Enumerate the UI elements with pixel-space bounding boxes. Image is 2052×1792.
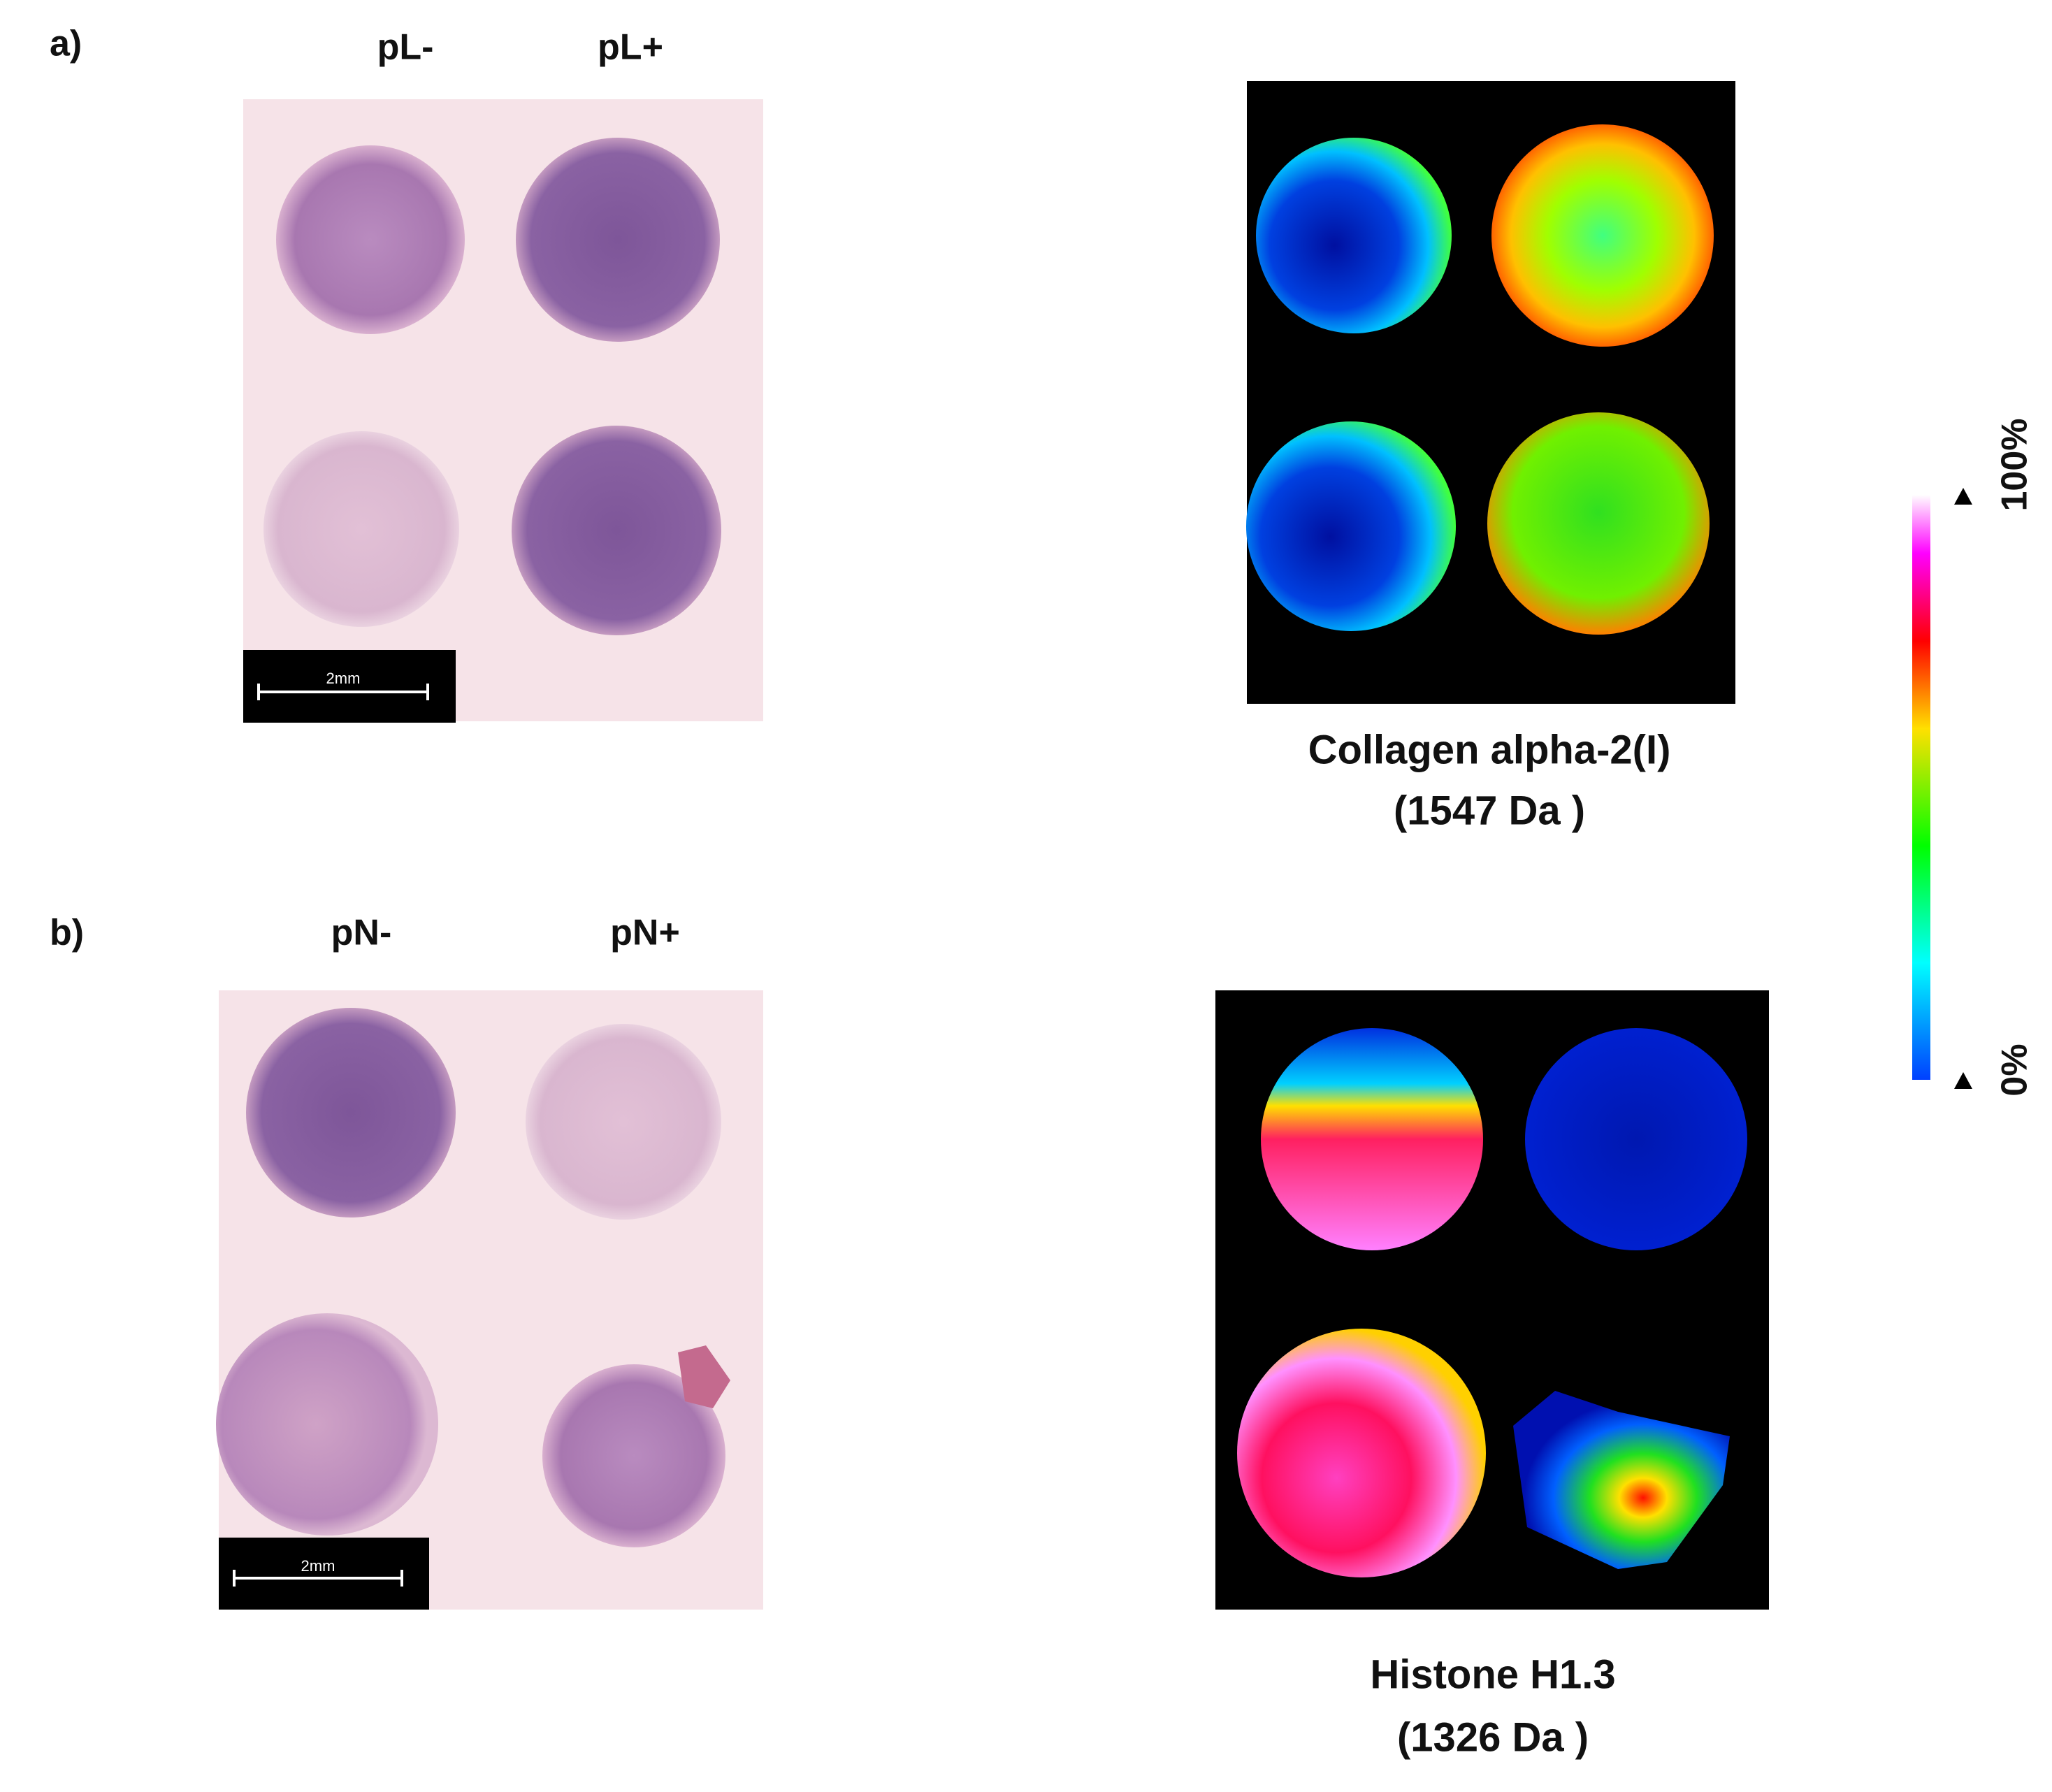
scale-bar-label: 2mm xyxy=(301,1557,335,1575)
panel-label: a) xyxy=(50,24,82,64)
caption: (1326 Da ) xyxy=(1397,1714,1589,1760)
color-bar xyxy=(1912,495,1930,1080)
msi-image xyxy=(1246,81,1735,704)
column-header: pN+ xyxy=(610,913,680,953)
scale-min-label: 0% xyxy=(1995,1043,2035,1096)
caption: (1547 Da ) xyxy=(1394,788,1585,833)
he-image xyxy=(243,99,763,723)
he-image xyxy=(216,990,763,1610)
caption: Collagen alpha-2(I) xyxy=(1308,727,1671,772)
marker xyxy=(1954,488,1972,505)
panel-label: b) xyxy=(50,913,84,953)
msi-image xyxy=(1215,990,1769,1610)
column-header: pL+ xyxy=(598,27,663,68)
column-header: pL- xyxy=(377,27,434,68)
marker xyxy=(1954,1072,1972,1089)
column-header: pN- xyxy=(331,913,392,953)
scale-bar-label: 2mm xyxy=(326,670,361,687)
scale-max-label: 100% xyxy=(1995,419,2035,512)
caption: Histone H1.3 xyxy=(1370,1652,1615,1697)
